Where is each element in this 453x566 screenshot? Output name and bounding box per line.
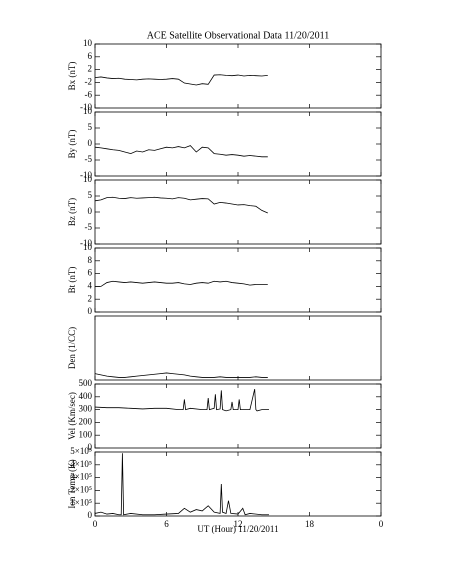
y-tick-label: 400 xyxy=(79,391,93,401)
x-tick-label: 18 xyxy=(305,519,315,529)
y-tick-label: 6 xyxy=(88,51,93,61)
y-tick-label: 5 xyxy=(88,122,93,132)
y-tick-label: 6 xyxy=(88,268,93,278)
y-tick-label: 2×10⁵ xyxy=(70,484,92,494)
y-axis-label: Vel (Km/sec) xyxy=(67,392,77,440)
x-tick-label: 0 xyxy=(93,519,98,529)
y-tick-label: -2 xyxy=(85,76,93,86)
y-tick-label: 10 xyxy=(83,38,93,48)
y-axis-label: Ion Temp (K) xyxy=(67,459,77,508)
panel-frame xyxy=(94,315,382,381)
y-axis-label: Bt (nT) xyxy=(67,267,77,294)
y-tick-label: 1×10⁵ xyxy=(70,497,92,507)
y-tick-label: 10 xyxy=(83,242,93,252)
y-tick-label: 5×10⁵ xyxy=(70,446,92,456)
y-tick-label: 300 xyxy=(79,404,93,414)
y-axis-label: By (nT) xyxy=(67,130,77,159)
panel-frame xyxy=(94,451,382,517)
panel-frame xyxy=(94,383,382,449)
y-tick-label: 200 xyxy=(79,416,93,426)
y-tick-label: 8 xyxy=(88,255,93,265)
data-line xyxy=(94,196,268,214)
y-tick-label: -5 xyxy=(85,222,93,232)
x-tick-label: 6 xyxy=(164,519,169,529)
x-tick-label: 12 xyxy=(234,519,243,529)
y-tick-label: 0 xyxy=(88,510,93,520)
panel-frame xyxy=(94,43,382,109)
data-line xyxy=(95,280,268,287)
y-axis-label: Den (1/CC) xyxy=(67,327,77,369)
y-tick-label: 10 xyxy=(83,174,93,184)
x-tick-label: 0 xyxy=(379,519,384,529)
y-tick-label: -6 xyxy=(85,89,93,99)
y-tick-label: 3×10⁵ xyxy=(70,472,92,482)
y-tick-label: 10 xyxy=(83,106,93,116)
y-tick-label: -5 xyxy=(85,154,93,164)
y-tick-label: -10 xyxy=(80,102,92,112)
y-tick-label: 4 xyxy=(88,280,93,290)
y-tick-label: 2 xyxy=(88,64,93,74)
y-tick-label: 0 xyxy=(88,206,93,216)
y-tick-label: -10 xyxy=(80,238,92,248)
data-line xyxy=(94,372,268,378)
data-line xyxy=(94,74,268,86)
panel-frame xyxy=(94,247,382,313)
y-axis-label: Bx (nT) xyxy=(67,62,77,91)
y-tick-label: 5 xyxy=(88,190,93,200)
y-tick-label: 0 xyxy=(88,442,93,452)
y-tick-label: 500 xyxy=(79,378,93,388)
x-axis-label: UT (Hour) 11/20/2011 xyxy=(197,524,278,534)
y-tick-label: 4×10⁵ xyxy=(70,459,92,469)
y-tick-label: 2 xyxy=(88,293,93,303)
y-tick-label: 0 xyxy=(88,306,93,316)
y-axis-label: Bz (nT) xyxy=(67,198,77,226)
data-line xyxy=(94,145,268,158)
y-tick-label: 100 xyxy=(79,429,93,439)
panel-frame xyxy=(94,179,382,245)
y-tick-label: 0 xyxy=(88,138,93,148)
data-line xyxy=(94,389,269,412)
data-line xyxy=(94,453,269,516)
y-tick-label: -10 xyxy=(80,170,92,180)
chart-title: ACE Satellite Observational Data 11/20/2… xyxy=(147,30,330,41)
panel-frame xyxy=(94,111,382,177)
